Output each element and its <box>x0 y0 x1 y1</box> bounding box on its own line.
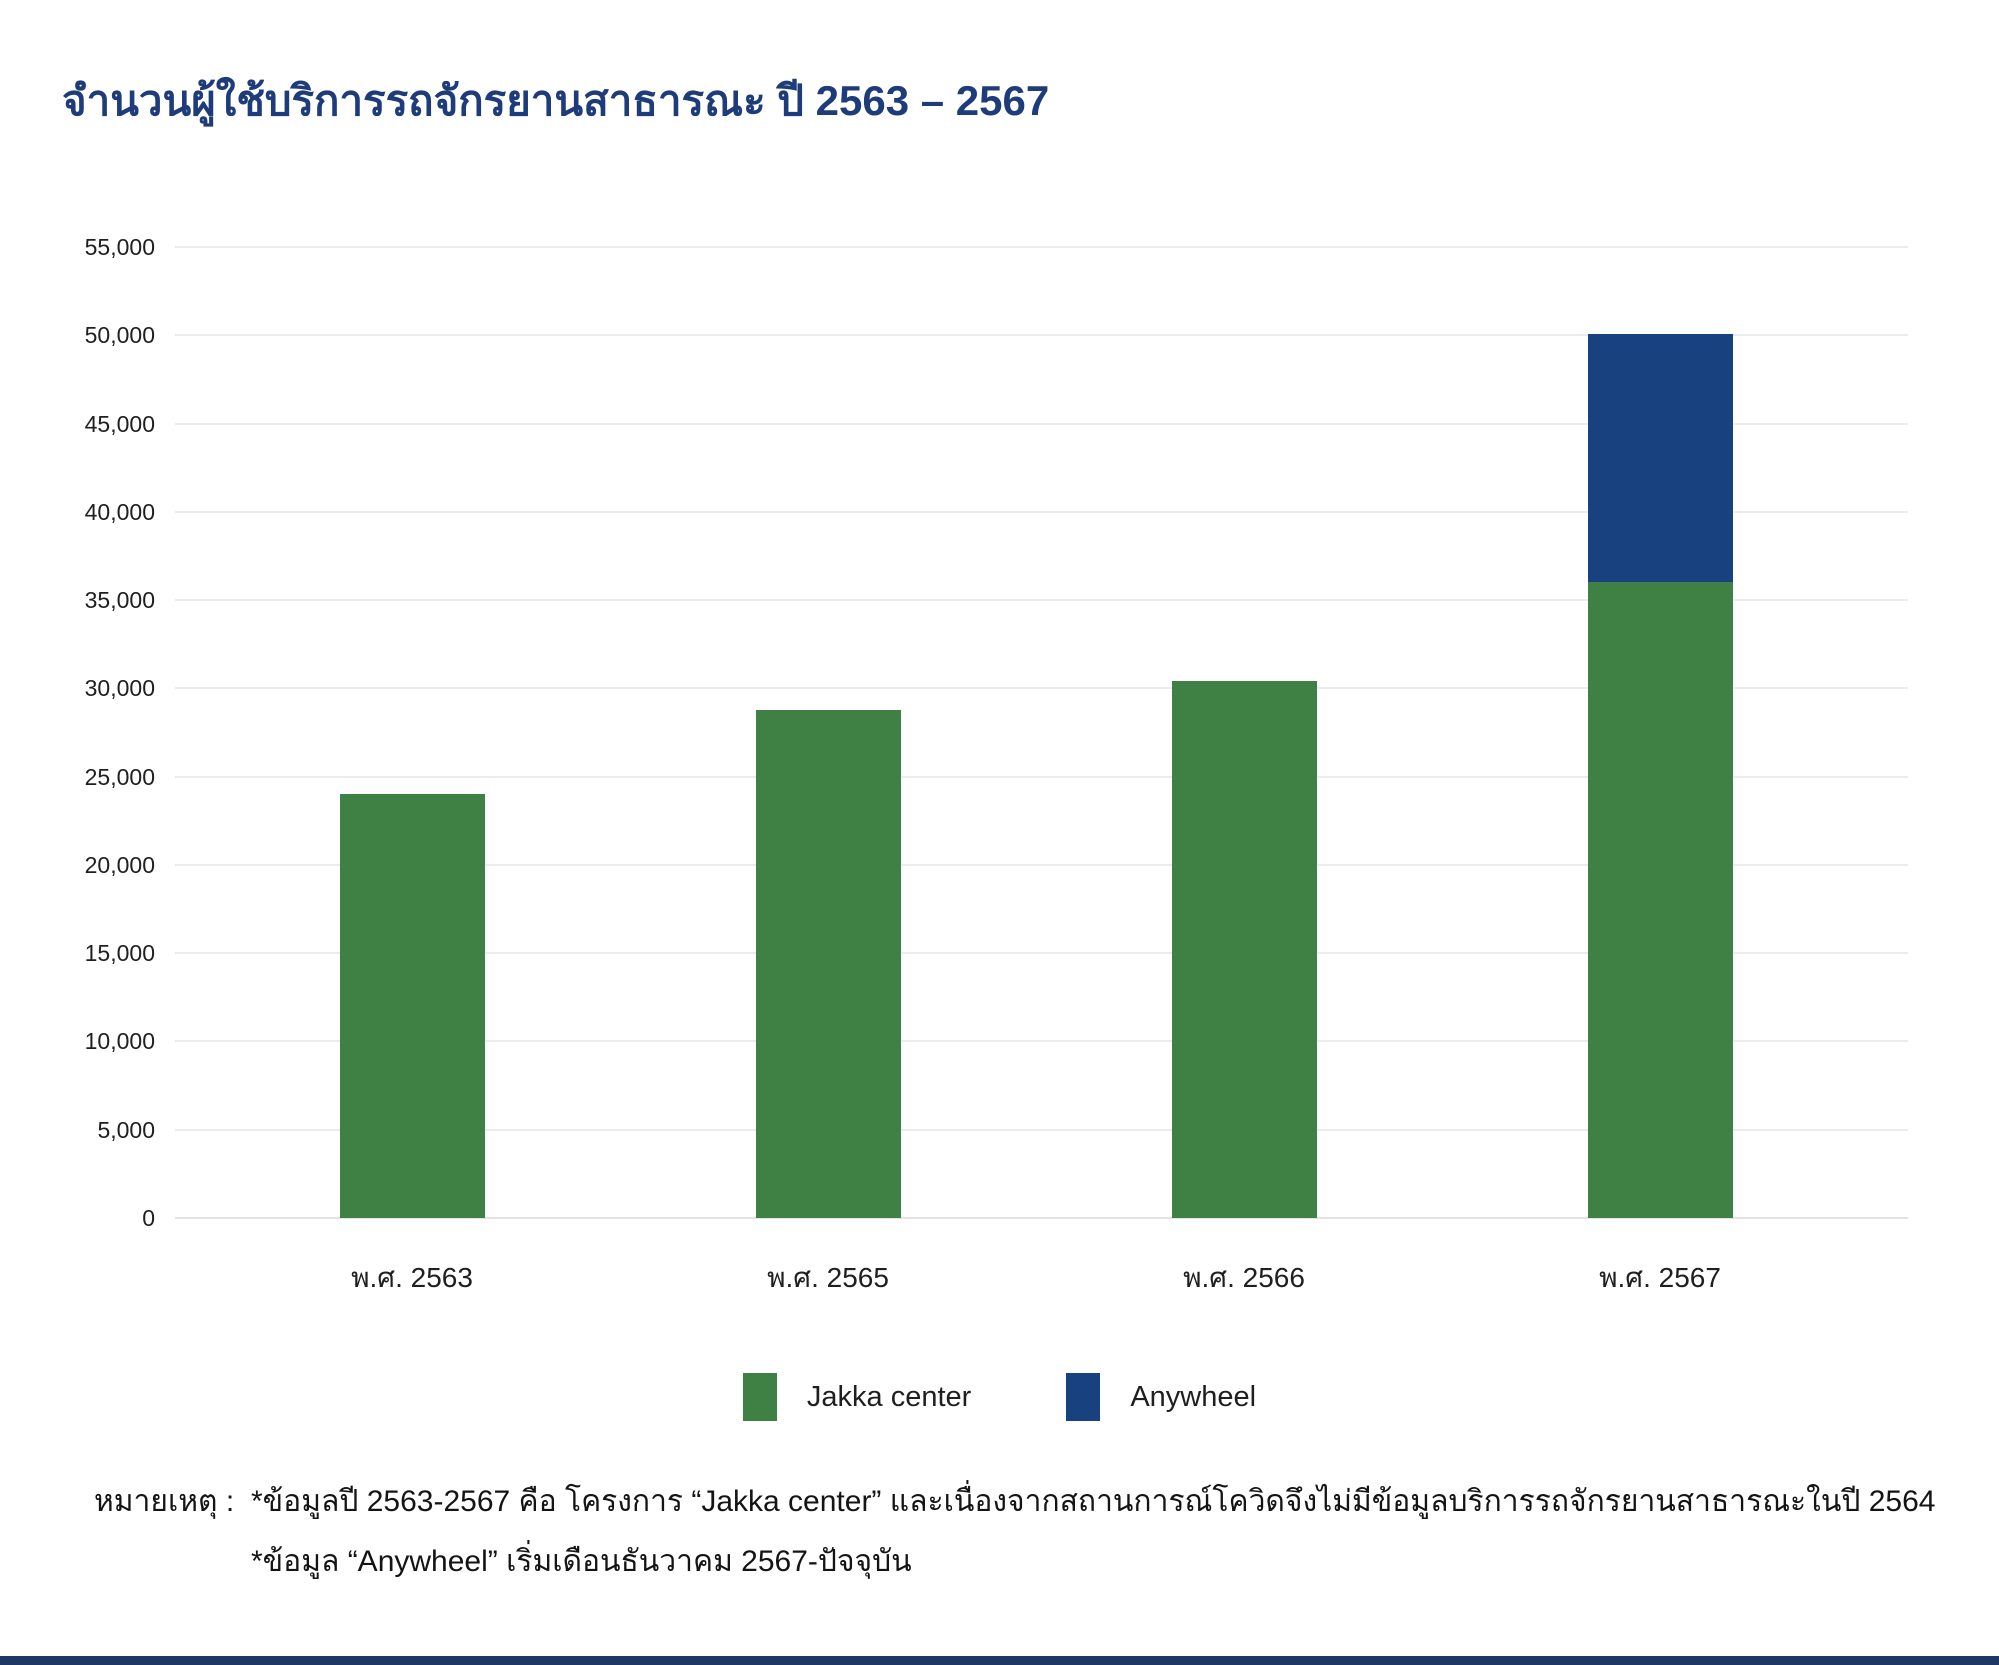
gridline <box>175 334 1908 337</box>
x-axis-category-label: พ.ศ. 2567 <box>1599 1262 1721 1293</box>
y-axis-tick-label: 50,000 <box>84 322 155 349</box>
y-axis-tick-label: 35,000 <box>84 587 155 614</box>
gridline <box>175 599 1908 602</box>
y-axis-tick-label: 0 <box>142 1205 155 1231</box>
gridline <box>175 952 1908 955</box>
legend-label: Jakka center <box>806 1380 972 1413</box>
gridline <box>175 246 1908 248</box>
gridline <box>175 1040 1908 1043</box>
gridline <box>175 1128 1908 1131</box>
legend-item-jakka-center: Jakka center <box>742 1373 972 1421</box>
y-axis-tick-label: 30,000 <box>84 675 155 702</box>
footnote-line-2: *ข้อมูล “Anywheel” เริ่มเดือนธันวาคม 256… <box>251 1545 912 1578</box>
bar-segment-anywheel <box>1587 333 1733 583</box>
y-axis-tick-label: 40,000 <box>84 498 155 525</box>
bottom-accent-bar <box>0 1656 1999 1665</box>
bar-segment-jakka-center <box>1171 681 1317 1218</box>
y-axis-tick-label: 25,000 <box>84 763 155 790</box>
chart-legend: Jakka center Anywheel <box>0 1372 1999 1422</box>
y-axis-tick-label: 55,000 <box>84 234 155 260</box>
legend-swatch-icon <box>1066 1373 1101 1421</box>
bar-segment-jakka-center <box>1587 582 1733 1218</box>
chart-title: จำนวนผู้ใช้บริการรถจักรยานสาธารณะ ปี 256… <box>62 77 1050 124</box>
gridline <box>175 863 1908 866</box>
x-axis-baseline <box>175 1217 1908 1219</box>
x-axis-category-label: พ.ศ. 2566 <box>1183 1262 1305 1293</box>
gridline <box>175 422 1908 425</box>
x-axis-category-label: พ.ศ. 2565 <box>767 1262 889 1293</box>
y-axis-tick-label: 5,000 <box>97 1116 155 1143</box>
gridline <box>175 775 1908 778</box>
bar-segment-jakka-center <box>339 794 485 1218</box>
legend-item-anywheel: Anywheel <box>1066 1373 1256 1421</box>
bar-segment-jakka-center <box>755 709 901 1218</box>
legend-label: Anywheel <box>1130 1380 1257 1413</box>
gridline <box>175 687 1908 690</box>
y-axis-tick-label: 15,000 <box>84 940 155 967</box>
x-axis-category-label: พ.ศ. 2563 <box>351 1262 473 1293</box>
y-axis-tick-label: 10,000 <box>84 1028 155 1055</box>
gridline <box>175 510 1908 513</box>
footnote-label: หมายเหตุ : <box>94 1485 235 1518</box>
bar-chart: 0 5,000 10,000 15,000 20,000 25,000 30,000 35,0… <box>84 234 1908 1293</box>
y-axis-tick-label: 45,000 <box>84 410 155 437</box>
footnote-line-1: *ข้อมูลปี 2563-2567 คือ โครงการ “Jakka c… <box>251 1485 1936 1518</box>
legend-swatch-icon <box>742 1373 777 1421</box>
footnote-lines: *ข้อมูลปี 2563-2567 คือ โครงการ “Jakka c… <box>251 1472 1969 1592</box>
y-axis-tick-label: 20,000 <box>84 851 155 878</box>
